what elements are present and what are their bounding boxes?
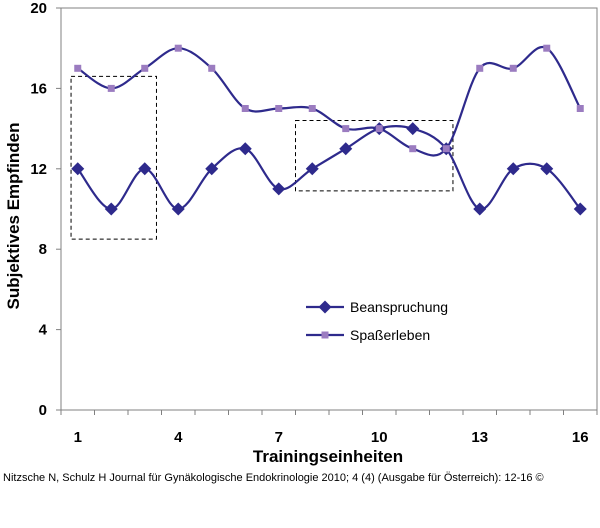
series-lines [76,45,582,211]
x-tick-label-16: 16 [572,429,589,446]
data-point-spa-erleben-12 [442,145,450,153]
data-point-beanspruchung-14 [506,162,520,176]
legend-label-spa-erleben: Spaßerleben [350,327,430,343]
data-point-beanspruchung-2 [104,202,118,216]
data-point-spa-erleben-14 [509,64,517,72]
x-tick-label-10: 10 [371,429,388,446]
data-point-spa-erleben-3 [141,64,149,72]
y-tick-label-20: 20 [30,0,47,17]
y-tick-label-4: 4 [39,322,48,339]
data-point-beanspruchung-7 [272,182,286,196]
data-point-beanspruchung-6 [238,142,252,156]
citation-text: Nitzsche N, Schulz H Journal für Gynäkol… [3,472,544,484]
y-axis-label: Subjektives Empfinden [4,122,23,309]
y-tick-label-16: 16 [30,80,47,97]
data-point-beanspruchung-5 [205,162,219,176]
data-point-spa-erleben-10 [375,125,383,133]
x-axis-label: Trainingseinheiten [253,447,403,466]
x-tick-label-4: 4 [174,429,183,446]
data-point-beanspruchung-4 [171,202,185,216]
data-point-spa-erleben-4 [174,44,182,52]
data-point-beanspruchung-8 [305,162,319,176]
data-point-spa-erleben-7 [275,105,283,112]
data-point-spa-erleben-11 [409,145,417,153]
series-line-beanspruchung [76,124,582,211]
legend-label-beanspruchung: Beanspruchung [350,299,448,315]
data-point-beanspruchung-11 [406,122,420,136]
legend: Beanspruchung Spaßerleben [306,299,448,343]
line-chart: 0 4 8 12 16 20 1 4 7 10 13 16 Subjektives Empfinde… [4,0,598,466]
annotation-layer [70,75,454,240]
data-point-spa-erleben-2 [107,84,115,92]
data-point-beanspruchung-9 [339,142,353,156]
data-point-spa-erleben-6 [241,105,249,112]
data-point-spa-erleben-9 [342,125,350,133]
y-tick-labels: 0 4 8 12 16 20 [30,0,61,419]
dashed-highlight-box-1 [70,75,157,240]
x-tick-label-13: 13 [471,429,488,446]
data-point-beanspruchung-3 [138,162,152,176]
data-point-spa-erleben-8 [308,105,316,112]
data-point-spa-erleben-5 [208,64,216,72]
series-line-spa-erleben [77,45,582,157]
y-tick-label-8: 8 [39,241,47,258]
data-point-beanspruchung-15 [540,162,554,176]
data-point-beanspruchung-1 [71,162,85,176]
data-point-spa-erleben-13 [476,64,484,72]
y-tick-label-12: 12 [30,161,47,178]
data-point-beanspruchung-13 [473,202,487,216]
y-tick-label-0: 0 [39,402,47,419]
legend-marker-beanspruchung [318,300,332,314]
x-tick-label-1: 1 [74,429,82,446]
dashed-highlight-box-2 [295,120,454,192]
series-markers [71,44,587,216]
x-tick-label-7: 7 [275,429,283,446]
data-point-spa-erleben-16 [576,105,584,112]
legend-marker-spa-erleben [321,331,329,339]
x-tick-labels: 1 4 7 10 13 16 [60,410,598,446]
data-point-spa-erleben-1 [74,64,82,72]
data-point-spa-erleben-15 [543,44,551,52]
data-point-beanspruchung-16 [573,202,587,216]
